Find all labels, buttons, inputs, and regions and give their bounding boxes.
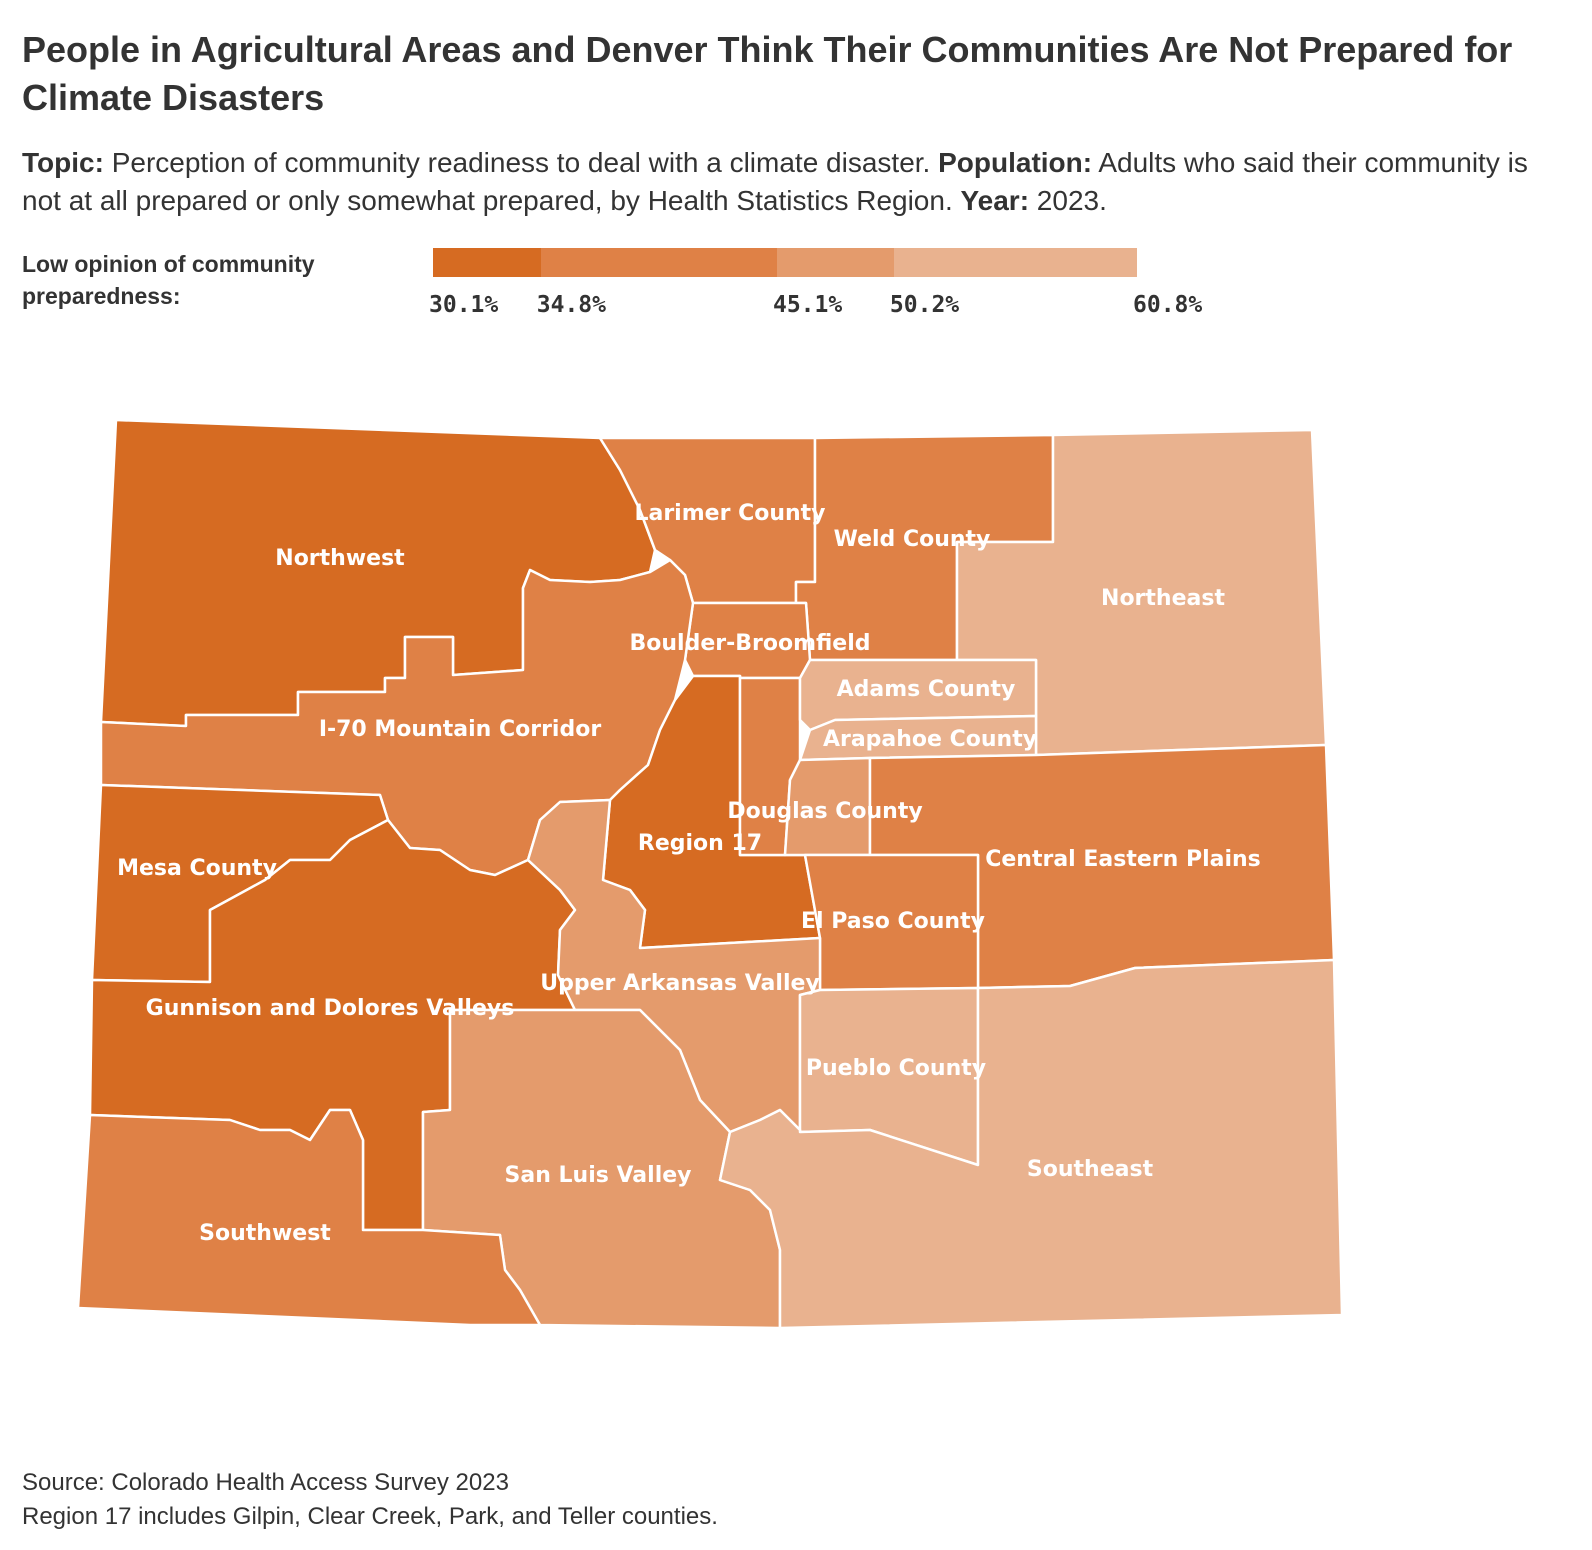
region-label: Southeast [1027,1157,1154,1182]
year-text: 2023. [1036,185,1107,216]
region-label: Boulder-Broomfield [629,631,870,656]
region-label: Central Eastern Plains [985,847,1261,872]
legend-swatch [433,248,541,277]
chart-title: People in Agricultural Areas and Denver … [22,29,1513,118]
legend-swatch [540,248,777,277]
year-label: Year: [960,185,1030,216]
region-label: Northeast [1101,586,1225,611]
region-label: I-70 Mountain Corridor [319,717,602,742]
legend-swatch [893,248,1137,277]
region-label: Arapahoe County [823,727,1037,752]
region17-note: Region 17 includes Gilpin, Clear Creek, … [22,1503,718,1530]
region-label: Weld County [834,527,991,552]
region-label: Douglas County [727,799,922,824]
source-text: Source: Colorado Health Access Survey 20… [22,1469,509,1496]
region-label: Mesa County [117,856,277,881]
legend-title: Low opinion of community preparedness: [22,251,315,309]
legend-tick-label: 50.2% [889,292,960,318]
region-label: Gunnison and Dolores Valleys [146,996,515,1021]
topic-label: Topic: [22,147,104,178]
region-southeast[interactable] [718,958,1344,1330]
region-label: Pueblo County [806,1056,986,1081]
region-label: Larimer County [634,501,825,526]
region-label: San Luis Valley [505,1163,692,1188]
legend-color-bar [433,248,1137,277]
region-label: Upper Arkansas Valley [540,971,820,996]
legend-swatch [776,248,894,277]
region-label: Northwest [275,546,405,571]
legend-tick-label: 34.8% [536,292,607,318]
region-label: El Paso County [801,909,985,934]
source-note: Source: Colorado Health Access Survey 20… [22,1466,718,1534]
legend-tick-label: 30.1% [429,292,499,318]
population-text: Adults who said their community is not a… [22,147,1528,216]
region-label: Region 17 [638,831,762,856]
legend-tick-label: 45.1% [772,292,843,318]
chart-subtitle: Topic: Perception of community readiness… [22,144,1572,220]
legend-tick-label: 60.8% [1133,292,1203,318]
topic-text: Perception of community readiness to dea… [111,147,931,178]
colorado-map: Northwest Larimer County Weld County Northe… [76,420,1344,1330]
region-label: Adams County [837,677,1016,702]
population-label: Population: [938,147,1093,178]
region-southwest[interactable] [76,1108,542,1327]
region-label: Southwest [199,1221,331,1246]
